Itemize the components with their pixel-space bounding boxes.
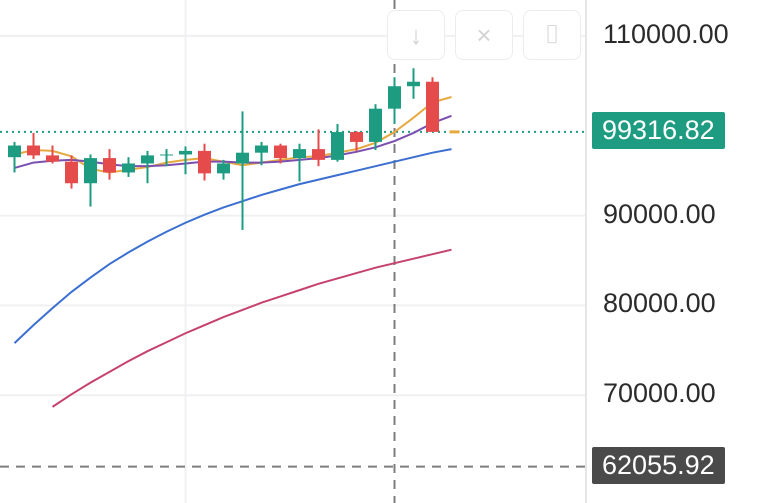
current-price-tag: 99316.82 [592, 112, 725, 149]
close-icon[interactable]: × [455, 10, 513, 60]
candle [426, 82, 439, 132]
candle [65, 162, 78, 184]
y-axis-line [585, 0, 587, 503]
candle [160, 154, 173, 155]
plot-area[interactable]: ↓×⌷ [0, 0, 585, 503]
candle [46, 155, 59, 161]
camera-icon[interactable]: ⌷ [523, 10, 581, 60]
download-icon[interactable]: ↓ [387, 10, 445, 60]
ma-mid [15, 116, 452, 168]
candle [407, 82, 420, 86]
candle [388, 86, 401, 108]
candle [236, 153, 249, 164]
candlestick-chart: ↓×⌷ 70000.00 80000.00 90000.00 110000.00 99… [0, 0, 758, 503]
candle [217, 163, 230, 173]
y-axis-label: 110000.00 [603, 19, 729, 50]
candle [312, 149, 325, 160]
plot-svg [0, 0, 585, 503]
y-axis-label: 70000.00 [603, 378, 716, 409]
candle [274, 146, 287, 159]
candle [255, 146, 268, 153]
candle [141, 155, 154, 163]
candle [122, 163, 135, 172]
candle [8, 146, 21, 158]
candle [103, 158, 116, 172]
candle [27, 146, 40, 156]
candle [350, 132, 363, 142]
chart-toolbar: ↓×⌷ [387, 10, 581, 60]
candle [369, 109, 382, 142]
candle [179, 151, 192, 155]
ma-long-2 [53, 250, 452, 407]
y-axis: 70000.00 80000.00 90000.00 110000.00 99316.… [585, 0, 758, 503]
y-axis-label: 90000.00 [603, 199, 716, 230]
candle [198, 151, 211, 173]
candle [84, 158, 97, 183]
candle [293, 149, 306, 158]
candle [331, 132, 344, 160]
y-axis-label: 80000.00 [603, 288, 716, 319]
crosshair-price-tag: 62055.92 [592, 447, 725, 484]
